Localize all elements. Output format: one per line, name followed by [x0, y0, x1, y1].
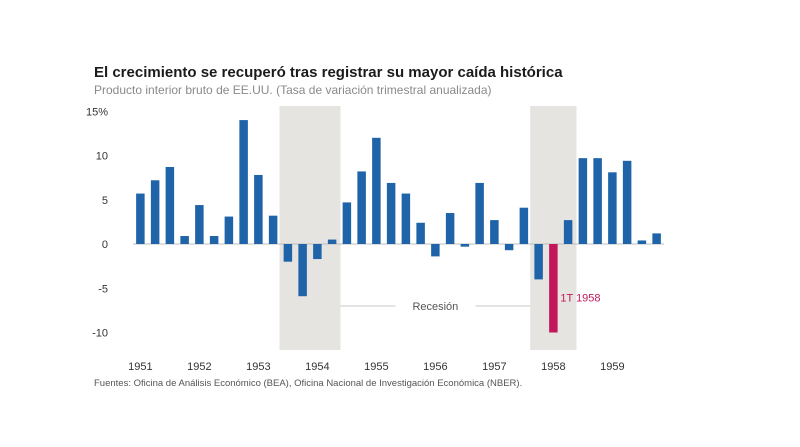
chart-subtitle: Producto interior bruto de EE.UU. (Tasa … — [94, 83, 492, 97]
x-tick-label: 1956 — [423, 361, 447, 373]
recession-band-1 — [279, 106, 341, 350]
y-tick-label: -10 — [92, 328, 108, 340]
x-tick-label: 1954 — [305, 361, 329, 373]
bar — [475, 182, 484, 244]
x-tick-label: 1955 — [364, 361, 388, 373]
bar — [504, 244, 514, 251]
bar — [578, 158, 588, 244]
bar — [327, 239, 337, 244]
x-tick-label: 1959 — [600, 361, 624, 373]
bar — [268, 215, 278, 244]
bar — [490, 220, 499, 244]
bar — [342, 202, 352, 244]
bar — [313, 244, 322, 260]
bar — [165, 167, 175, 244]
highlight-label: 1T 1958 — [560, 293, 600, 305]
bar — [652, 233, 661, 244]
y-tick-label: 10 — [96, 151, 108, 163]
bar — [224, 216, 234, 244]
y-tick-label: 0 — [102, 239, 108, 251]
bar — [254, 174, 263, 244]
bar — [445, 213, 455, 244]
bar — [283, 244, 293, 262]
bar — [209, 236, 219, 244]
bar — [593, 158, 602, 244]
chart-title: El crecimiento se recuperó tras registra… — [94, 64, 563, 81]
y-tick-label: 5 — [102, 195, 108, 207]
source-note: Fuentes: Oficina de Análisis Económico (… — [94, 378, 523, 389]
bar — [622, 160, 632, 244]
bar-highlight — [549, 244, 558, 333]
x-tick-label: 1951 — [128, 361, 152, 373]
x-tick-label: 1952 — [187, 361, 211, 373]
x-tick-label: 1953 — [246, 361, 270, 373]
bar — [637, 240, 647, 244]
bar — [136, 193, 145, 244]
bar — [180, 236, 189, 244]
y-tick-label: 15% — [86, 106, 108, 118]
bar — [239, 120, 248, 244]
bar — [195, 205, 204, 244]
bar — [298, 244, 307, 297]
bar — [519, 207, 529, 244]
y-tick-label: -5 — [98, 283, 108, 295]
bar — [460, 244, 470, 247]
bar — [372, 137, 381, 244]
bar — [416, 222, 425, 244]
bar — [534, 244, 543, 280]
bar — [563, 220, 573, 244]
bar — [357, 171, 366, 244]
bar — [386, 182, 396, 244]
bar — [150, 180, 160, 244]
bar — [401, 193, 411, 244]
recession-label: Recesión — [412, 301, 458, 313]
bar — [608, 172, 617, 244]
x-tick-label: 1958 — [541, 361, 565, 373]
bar — [431, 244, 440, 257]
x-tick-label: 1957 — [482, 361, 506, 373]
